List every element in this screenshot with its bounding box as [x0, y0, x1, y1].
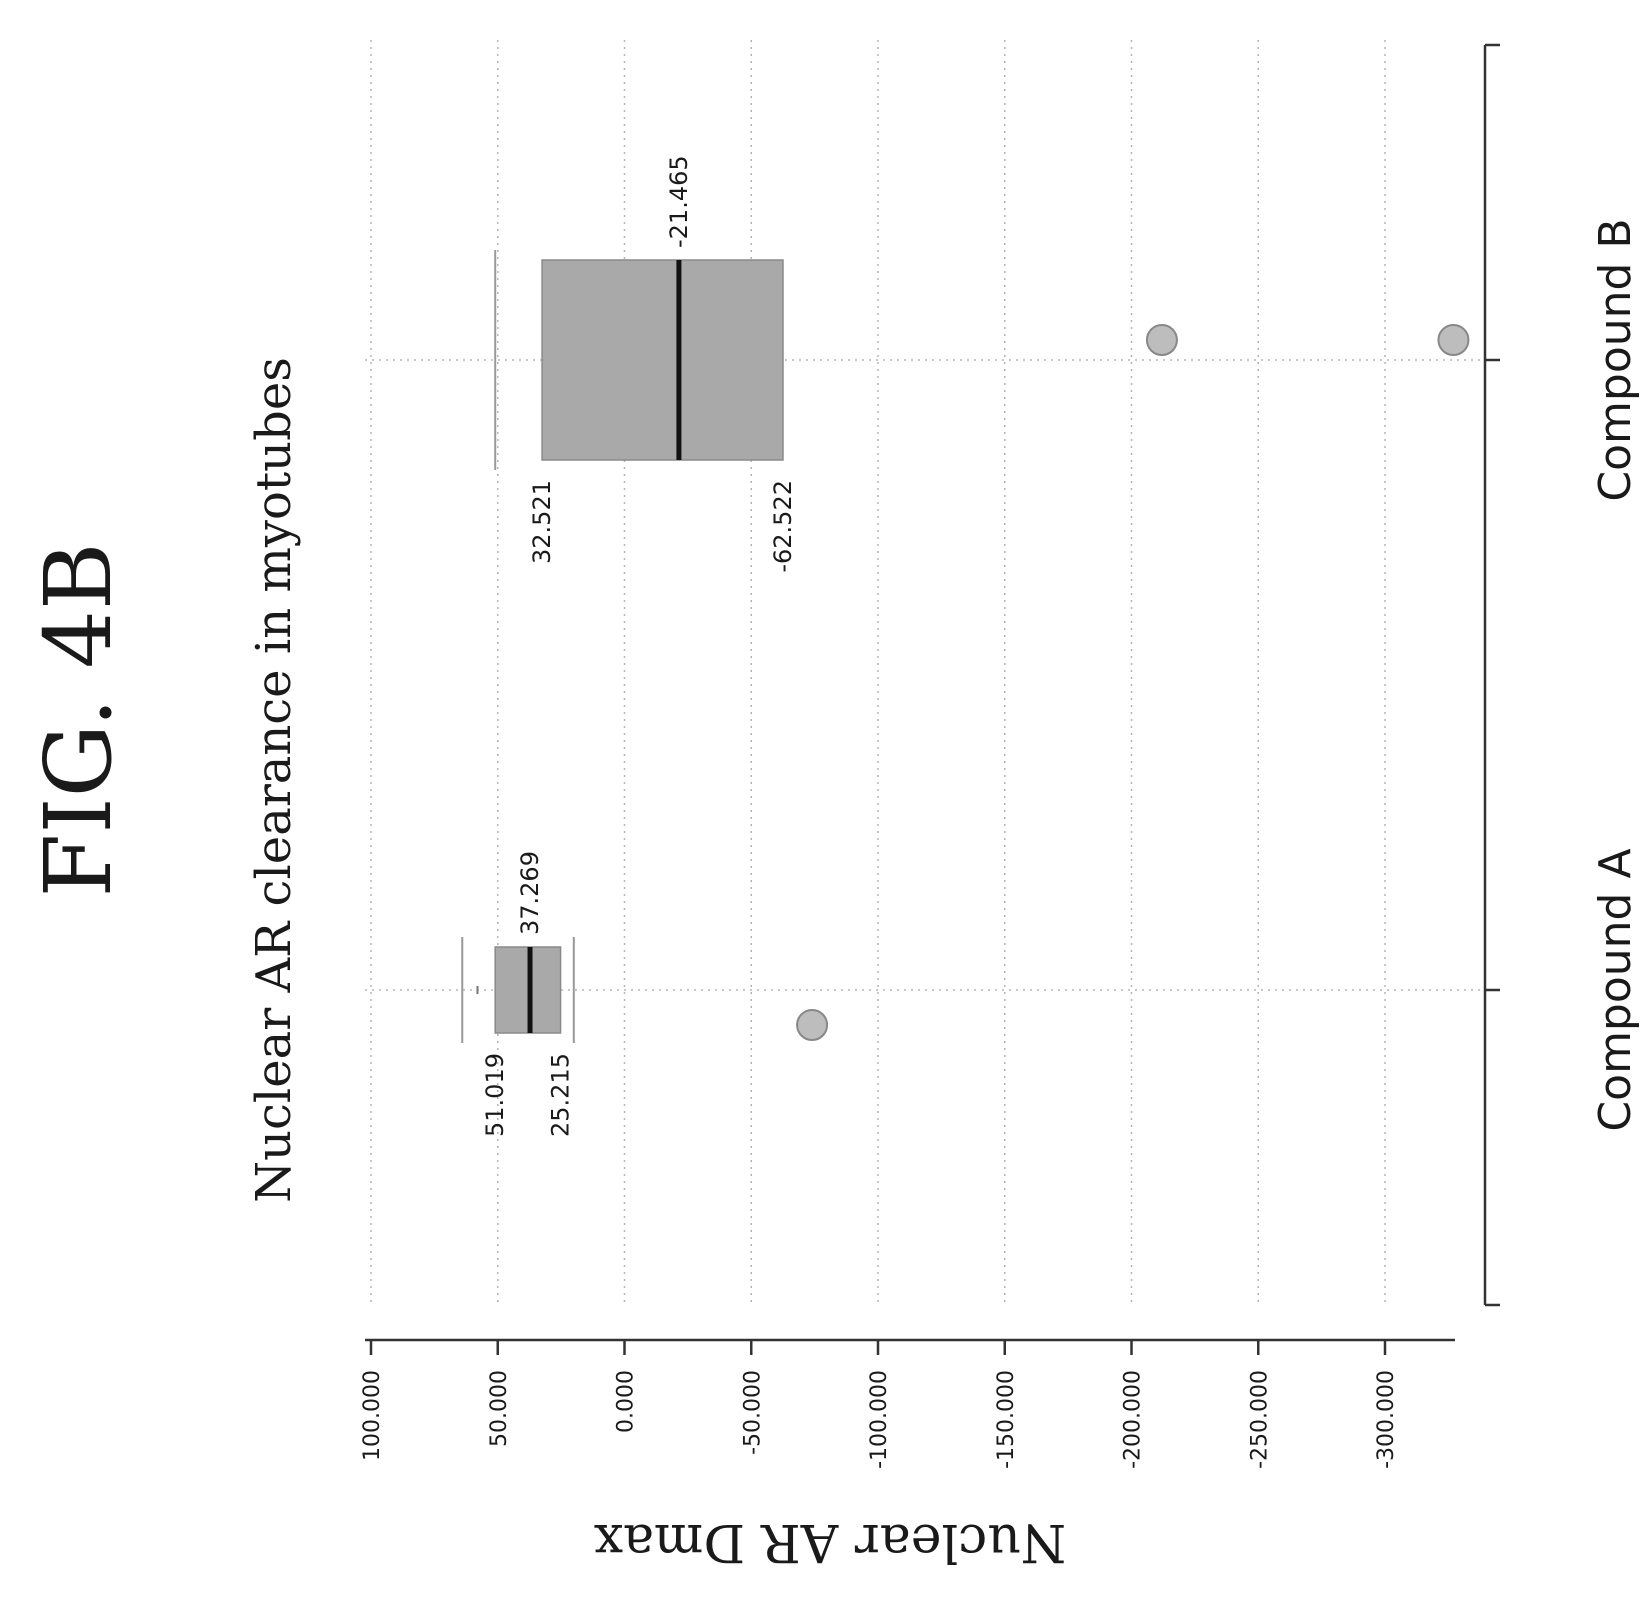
y-tick-label: 0.000 — [614, 1370, 639, 1433]
y-tick-label: -250.000 — [1247, 1370, 1272, 1469]
outlier-point — [1437, 324, 1470, 356]
median-label: -21.465 — [665, 155, 693, 248]
box-compound-a: 51.019 25.215 37.269 — [461, 851, 829, 1137]
figure-label: FIG. 4B — [25, 542, 132, 897]
y-axis: 100.000 50.000 0.000 -50.000 -100.000 -150.00… — [360, 1338, 1455, 1469]
median-label: 37.269 — [516, 851, 544, 935]
y-tick-label: -100.000 — [867, 1370, 892, 1469]
grid-lines — [365, 40, 1480, 1305]
y-tick-label: -300.000 — [1374, 1370, 1399, 1469]
q3-label: 51.019 — [481, 1053, 509, 1137]
chart-title: Nuclear AR clearance in myotubes — [246, 357, 302, 1203]
y-tick-label: -50.000 — [740, 1370, 765, 1455]
q3-label: 32.521 — [528, 480, 556, 564]
y-tick-label: -200.000 — [1121, 1370, 1146, 1469]
x-tick-label: Compound A — [1590, 848, 1640, 1131]
box-compound-b: 32.521 -62.522 -21.465 — [494, 155, 1470, 573]
box-iqr — [541, 259, 784, 461]
y-tick-label: 100.000 — [360, 1370, 385, 1461]
y-axis-label: Nuclear AR Dmax — [594, 1512, 1066, 1572]
outlier-point — [796, 1009, 829, 1041]
box-plot-series: 51.019 25.215 37.269 32.521 -62.522 -21.465 — [461, 155, 1470, 1137]
q1-label: -62.522 — [769, 480, 797, 573]
x-axis: Compound A Compound B — [1483, 43, 1640, 1307]
y-tick-label: -150.000 — [994, 1370, 1019, 1469]
q1-label: 25.215 — [547, 1053, 575, 1137]
outlier-point — [1145, 324, 1178, 356]
y-tick-label: 50.000 — [487, 1370, 512, 1447]
x-tick-label: Compound B — [1590, 218, 1640, 501]
